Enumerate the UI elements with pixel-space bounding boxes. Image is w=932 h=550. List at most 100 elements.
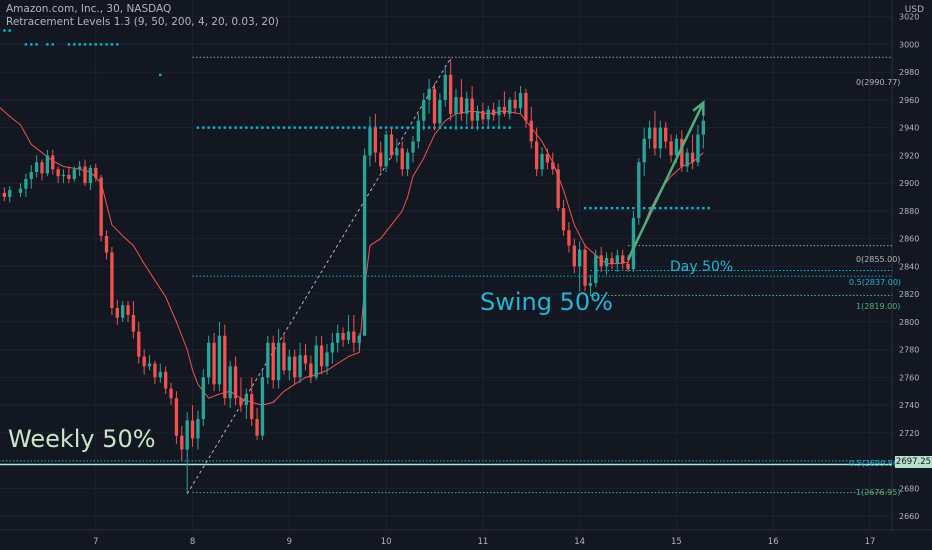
time-tick-label: 17 — [865, 537, 876, 547]
price-tick-label: 2720 — [899, 429, 919, 438]
indicator-dot — [212, 126, 216, 129]
price-tick-label: 2900 — [899, 179, 919, 188]
time-tick-label: 7 — [93, 537, 98, 547]
indicator-dot — [460, 126, 463, 129]
candle-body — [51, 155, 55, 170]
candle-body — [190, 420, 195, 439]
candle-body — [422, 99, 426, 121]
indicator-dot — [707, 206, 710, 210]
indicator-dot — [325, 126, 329, 129]
candle-body — [588, 283, 593, 286]
candle-body — [405, 152, 410, 170]
candle-body — [45, 155, 50, 174]
candle-body — [352, 331, 356, 343]
price-tick-label: 2680 — [899, 484, 919, 493]
candle-body — [384, 134, 388, 167]
candle-body — [626, 263, 630, 270]
candle-body — [664, 127, 668, 142]
candle-body — [669, 141, 673, 156]
indicator-dot — [616, 206, 619, 210]
candle-body — [642, 138, 646, 163]
candle-body — [72, 169, 76, 179]
candle-body — [115, 308, 119, 318]
candle-body — [298, 355, 302, 378]
indicator-dot — [218, 126, 221, 129]
indicator-dot — [272, 126, 275, 129]
candle-body — [120, 305, 125, 318]
currency-label[interactable]: USD — [904, 5, 924, 15]
candle-body — [336, 332, 340, 343]
price-tick-label: 3020 — [899, 13, 919, 22]
indicator-dot — [341, 126, 345, 129]
indicator-dot — [642, 206, 646, 210]
price-tick-label: 2840 — [899, 262, 919, 271]
time-tick-label: 9 — [287, 537, 292, 547]
candle-body — [529, 120, 533, 142]
fib-label-weekly-low: 1(2676.95) — [856, 488, 901, 497]
indicator-dot — [358, 126, 361, 129]
candle-body — [486, 109, 490, 120]
indicator-dot — [83, 43, 87, 46]
candle-body — [432, 88, 437, 124]
indicator-dot — [288, 126, 291, 129]
time-tick-label: 15 — [671, 537, 682, 547]
candle-body — [88, 167, 93, 184]
fib-label-day-low: 1(2819.00) — [856, 302, 901, 311]
candle-body — [615, 255, 619, 264]
candle-body — [427, 88, 431, 100]
candle-body — [255, 419, 259, 436]
candle-body — [551, 162, 555, 170]
candle-body — [674, 138, 679, 156]
indicator-dot — [610, 206, 614, 210]
indicator-title: Retracement Levels 1.3 (9, 50, 200, 4, 2… — [6, 16, 279, 28]
candle-body — [207, 342, 211, 378]
candle-body — [346, 331, 351, 340]
candle-body — [518, 92, 523, 109]
candle-body — [319, 345, 324, 367]
price-tick-label: 2860 — [899, 235, 919, 244]
indicator-dot — [99, 43, 103, 46]
indicator-dot — [24, 43, 28, 46]
indicator-dot — [503, 126, 506, 129]
candle-body — [443, 74, 447, 100]
candle-body — [373, 127, 378, 153]
candle-body — [164, 371, 168, 389]
indicator-dot — [669, 206, 673, 210]
indicator-dot — [255, 126, 259, 129]
candle-body — [647, 127, 652, 139]
indicator-dot — [427, 126, 431, 129]
indicator-dot — [8, 29, 11, 32]
candle-body — [185, 420, 189, 450]
candle-body — [690, 152, 695, 163]
candle-body — [282, 342, 286, 371]
indicator-dot — [315, 126, 318, 129]
candle-body — [142, 356, 146, 367]
indicator-dot — [223, 126, 227, 129]
candle-body — [94, 167, 98, 178]
candle-body — [572, 245, 576, 267]
indicator-dot — [465, 126, 468, 129]
indicator-dot — [51, 43, 54, 46]
candle-body — [293, 356, 297, 378]
indicator-dot — [605, 206, 608, 210]
candle-body — [131, 314, 136, 332]
candle-body — [212, 342, 216, 385]
indicator-dot — [352, 126, 356, 129]
indicator-dot — [411, 126, 415, 129]
candle-body — [475, 110, 480, 121]
candle-body — [110, 252, 114, 309]
candle-body — [658, 127, 662, 149]
indicator-dot — [159, 73, 162, 77]
candle-body — [174, 398, 179, 436]
candle-body — [416, 120, 421, 142]
indicator-dot — [277, 126, 280, 129]
candle-body — [621, 255, 625, 264]
candle-body — [379, 152, 383, 167]
indicator-dot — [401, 126, 404, 129]
swing-50-annotation: Swing 50% — [480, 288, 613, 316]
indicator-dot — [35, 43, 38, 46]
candle-body — [599, 255, 603, 267]
